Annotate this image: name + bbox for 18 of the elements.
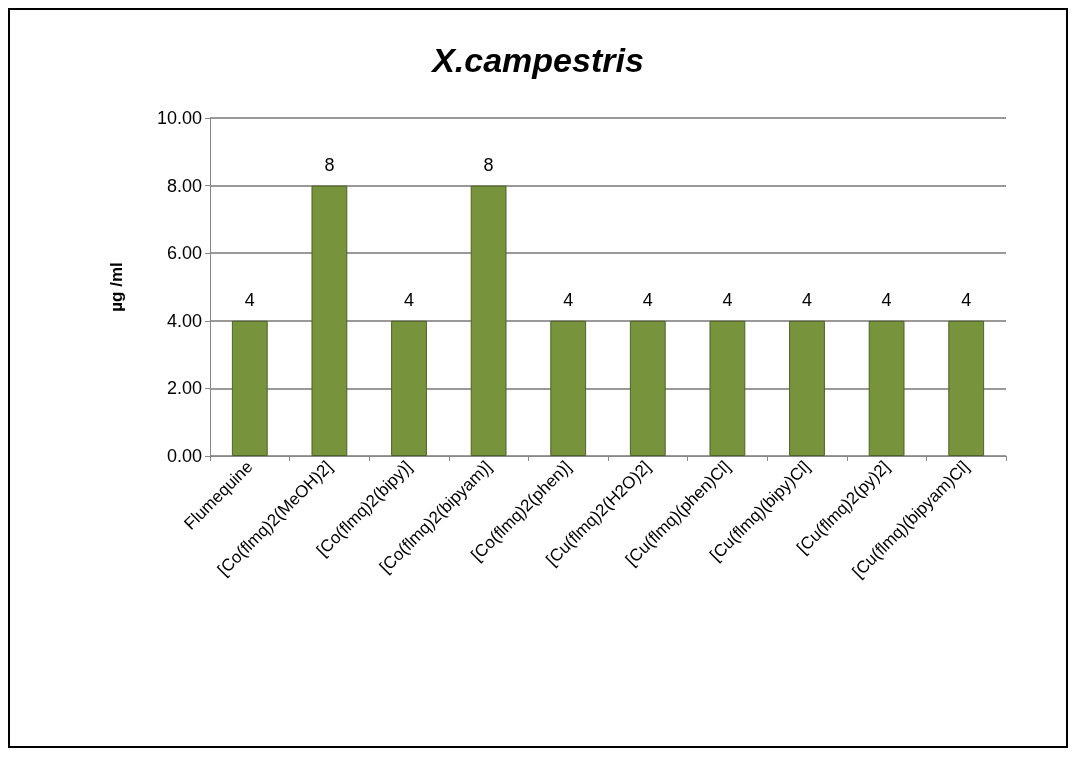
y-axis-title: µg /ml — [107, 262, 126, 312]
y-tick-label: 8.00 — [166, 175, 202, 196]
data-label: 4 — [563, 289, 574, 310]
data-label: 4 — [722, 289, 733, 310]
data-label: 8 — [483, 154, 494, 175]
y-tick-label: 0.00 — [166, 446, 202, 466]
data-label: 4 — [961, 289, 972, 310]
chart-title: X.campestris — [430, 41, 644, 79]
data-label: 4 — [801, 289, 813, 310]
data-label: 4 — [244, 289, 255, 310]
data-label: 8 — [324, 154, 335, 175]
data-label: 4 — [881, 289, 892, 310]
data-label: 4 — [403, 289, 415, 310]
y-tick-label: 4.00 — [166, 310, 202, 331]
y-tick-label: 2.00 — [166, 378, 202, 399]
y-tick-label: 6.00 — [166, 243, 202, 264]
data-label: 4 — [642, 289, 653, 310]
y-tick-label: 10.00 — [156, 108, 202, 128]
